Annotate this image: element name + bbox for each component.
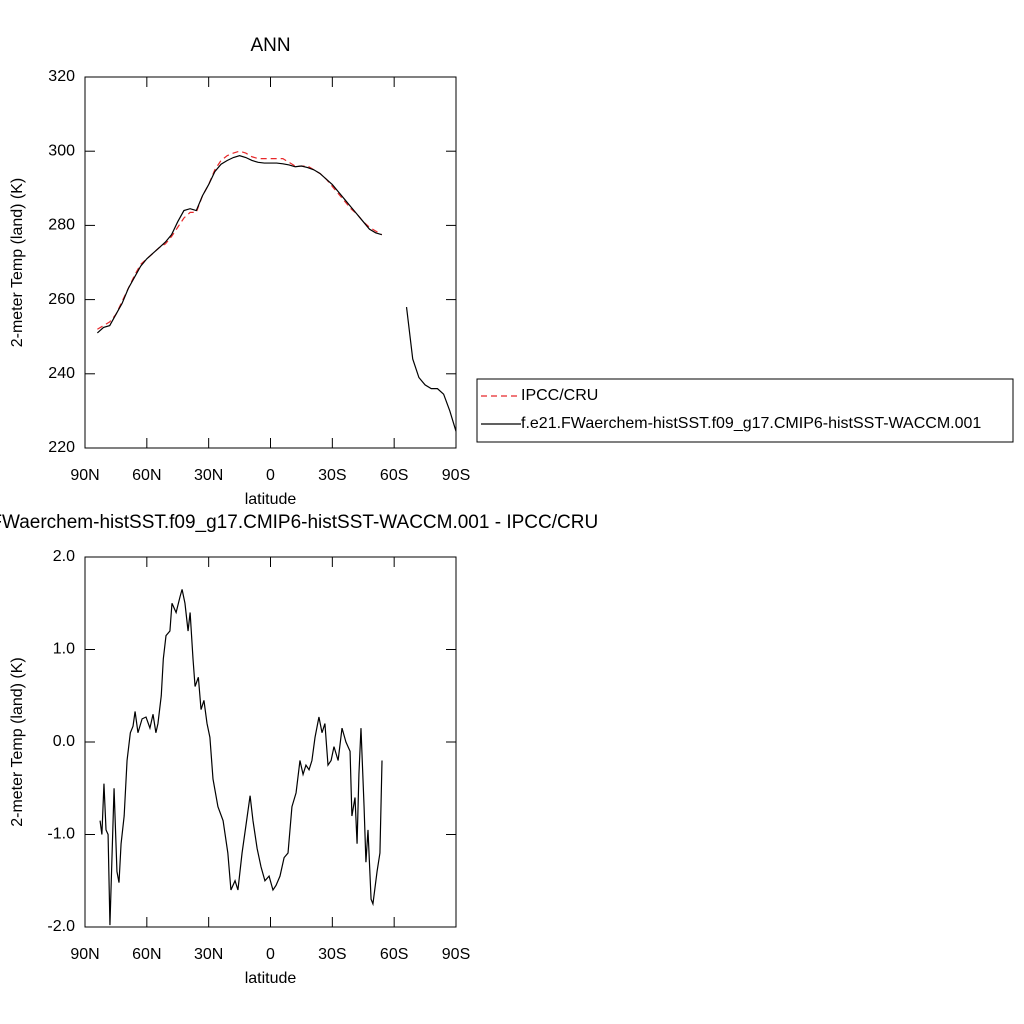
- x-tick-label: 0: [266, 467, 275, 484]
- data-line: [96, 155, 457, 432]
- x-tick-label: 60S: [380, 467, 408, 484]
- y-tick-label: 2.0: [53, 548, 75, 565]
- x-tick-label: 60N: [132, 467, 161, 484]
- y-tick-label: 1.0: [53, 641, 75, 658]
- y-tick-label: -1.0: [47, 826, 75, 843]
- y-tick-label: 240: [48, 365, 75, 382]
- y-tick-label: 300: [48, 142, 75, 159]
- x-tick-label: 90S: [442, 467, 470, 484]
- x-tick-label: 30N: [194, 946, 223, 963]
- y-tick-label: 280: [48, 217, 75, 234]
- x-tick-label: 60S: [380, 946, 408, 963]
- legend-label: IPCC/CRU: [521, 387, 598, 404]
- x-tick-label: 90S: [442, 946, 470, 963]
- x-axis-label: latitude: [245, 491, 297, 508]
- x-tick-label: 0: [266, 946, 275, 963]
- y-tick-label: -2.0: [47, 918, 75, 935]
- y-tick-label: 260: [48, 291, 75, 308]
- x-tick-label: 60N: [132, 946, 161, 963]
- y-axis-label: 2-meter Temp (land) (K): [9, 657, 26, 827]
- chart-title: f.e21.FWaerchem-histSST.f09_g17.CMIP6-hi…: [0, 512, 598, 533]
- chart-title: ANN: [250, 35, 290, 56]
- data-line: [97, 150, 383, 330]
- y-tick-label: 0.0: [53, 733, 75, 750]
- x-tick-label: 30N: [194, 467, 223, 484]
- legend-frame: [476, 378, 1014, 443]
- x-tick-label: 30S: [318, 467, 346, 484]
- x-tick-label: 90N: [70, 467, 99, 484]
- x-axis-label: latitude: [245, 970, 297, 987]
- y-tick-label: 320: [48, 68, 75, 85]
- y-tick-label: 220: [48, 439, 75, 456]
- legend-label: f.e21.FWaerchem-histSST.f09_g17.CMIP6-hi…: [521, 415, 981, 432]
- x-tick-label: 90N: [70, 946, 99, 963]
- plot-frame: [84, 76, 457, 449]
- plot-frame: [84, 556, 457, 928]
- data-line: [99, 589, 383, 926]
- x-tick-label: 30S: [318, 946, 346, 963]
- y-axis-label: 2-meter Temp (land) (K): [9, 178, 26, 348]
